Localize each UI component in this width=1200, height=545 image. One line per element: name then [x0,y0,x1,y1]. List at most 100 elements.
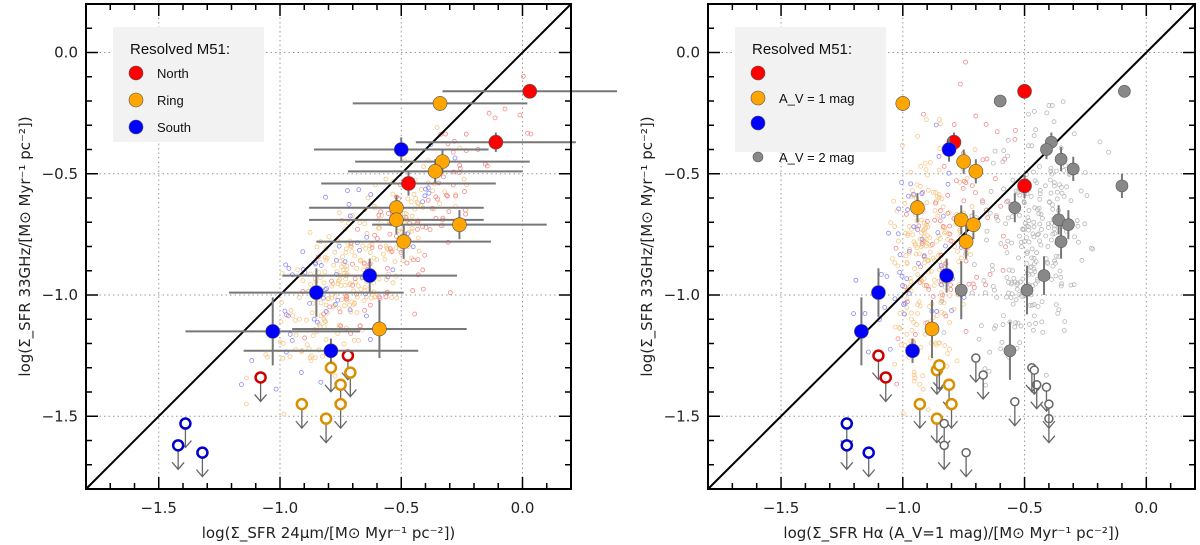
x-tick-label: −0.5 [1006,499,1042,517]
legend-marker [752,151,764,163]
background-pixel-marker [1082,170,1088,176]
background-pixel-marker [1033,321,1039,326]
background-pixel-marker [923,222,929,228]
background-pixel-marker [1015,320,1021,326]
background-pixel-marker [1040,216,1045,221]
data-point [924,321,940,337]
background-pixel-marker [987,210,993,216]
background-pixel-marker [383,176,389,182]
background-pixel-marker [895,263,901,269]
background-pixel-marker [1048,237,1054,243]
background-pixel-marker [904,305,910,311]
data-point [488,134,504,150]
background-pixel-marker [911,369,917,375]
background-pixel-marker [986,368,992,374]
background-pixel-marker [1034,250,1040,256]
background-pixel-marker [941,164,947,169]
background-pixel-marker [1106,149,1112,155]
background-pixel-marker [362,285,368,290]
background-pixel-marker [892,260,898,266]
background-pixel-marker [358,257,363,263]
background-pixel-marker [322,269,328,275]
background-pixel-marker [948,282,953,288]
background-pixel-marker [947,320,953,325]
data-point [372,321,387,337]
background-pixel-marker [415,257,421,263]
background-pixel-marker [453,193,458,199]
background-pixel-marker [989,263,995,268]
background-pixel-marker [419,187,424,192]
upper-limit-arrow-head [879,394,893,403]
background-pixel-marker [425,185,431,191]
background-pixel-marker [925,187,931,193]
upper-limit-marker [171,439,185,452]
background-pixel-marker [339,297,345,303]
background-pixel-marker [1031,219,1037,225]
background-pixel-marker [338,323,344,329]
upper-limit-arrow-head [840,461,854,471]
background-pixel-marker [298,370,304,375]
background-pixel-marker [339,264,345,270]
background-pixel-marker [1020,276,1026,282]
background-pixel-marker [1028,264,1034,270]
background-pixel-marker [1017,212,1022,218]
upper-limit-arrow-head [254,394,268,403]
x-tick-label: −1.5 [141,499,177,517]
background-pixel-marker [410,257,416,263]
background-pixel-marker [934,308,940,314]
background-pixel-marker [1054,196,1060,202]
background-pixel-marker [894,381,900,387]
background-pixel-marker [1050,206,1056,212]
background-pixel-marker [438,131,444,137]
upper-limit-marker [1029,365,1040,375]
upper-limit-marker [971,353,981,363]
background-pixel-marker [1018,279,1023,285]
background-pixel-marker [356,187,362,193]
background-pixel-marker [1005,215,1011,221]
background-pixel-marker [1006,290,1011,296]
background-pixel-marker [932,217,938,223]
background-pixel-marker [887,346,893,352]
background-pixel-marker [430,188,436,194]
background-pixel-marker [916,251,922,257]
background-pixel-marker [502,106,508,112]
background-pixel-marker [243,401,249,407]
background-pixel-marker [326,296,332,301]
background-pixel-marker [927,304,932,309]
background-pixel-marker [939,265,945,271]
background-pixel-marker [422,193,428,199]
background-pixel-marker [309,353,314,359]
background-pixel-marker [1053,273,1059,279]
background-pixel-marker [1005,153,1010,159]
background-pixel-marker [917,381,922,387]
one-to-one-line [85,3,572,490]
background-pixel-marker [1026,143,1031,149]
background-pixel-marker [978,323,984,329]
y-tick-label: 0.0 [54,44,78,62]
background-pixel-marker [897,326,903,331]
background-pixel-marker [911,320,917,325]
background-pixel-marker [323,309,329,314]
background-pixel-marker [911,224,917,230]
background-pixel-marker [1049,277,1054,282]
background-pixel-marker [1049,171,1055,177]
background-pixel-marker [1003,244,1008,250]
background-pixel-marker [335,297,341,303]
background-pixel-marker [1030,231,1036,237]
background-pixel-marker [900,283,905,289]
background-pixel-marker [917,303,923,309]
background-pixel-marker [945,210,951,216]
background-pixel-marker [293,332,299,338]
background-pixel-marker [368,295,374,301]
background-pixel-marker [461,176,467,182]
background-pixel-marker [882,304,888,310]
background-pixel-marker [1048,165,1054,171]
background-pixel-marker [911,191,916,197]
background-pixel-marker [1060,99,1066,105]
background-pixel-marker [332,373,338,379]
background-pixel-marker [1014,286,1020,292]
upper-limit-marker [913,397,927,411]
background-pixel-marker [453,192,459,198]
background-pixel-marker [990,284,996,289]
background-pixel-marker [896,238,901,244]
